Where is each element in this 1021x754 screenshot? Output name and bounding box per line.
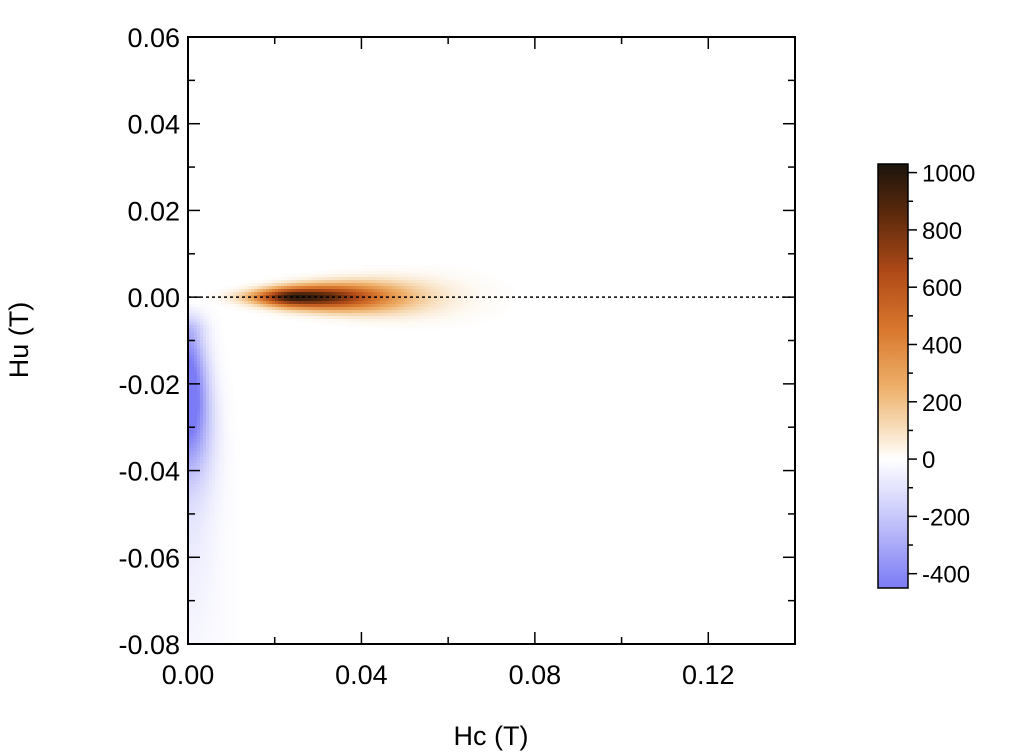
colorbar-tick-label: 800 [922, 218, 962, 245]
colorbar-tick-label: 0 [922, 447, 935, 474]
y-tick-label: 0.02 [127, 196, 180, 226]
y-tick-label: -0.04 [118, 457, 180, 487]
x-axis-title: Hc (T) [454, 721, 529, 751]
x-axis: 0.00 0.04 0.08 0.12 [162, 37, 796, 690]
colorbar-tick-label: 400 [922, 332, 962, 359]
heatmap-density [188, 265, 516, 644]
x-tick-label: 0.12 [682, 660, 735, 690]
colorbar-tick-label: 600 [922, 275, 962, 302]
y-tick-label: 0.04 [127, 110, 180, 140]
plot-frame [187, 36, 796, 645]
colorbar-tick-label: 200 [922, 390, 962, 417]
colorbar-gradient [877, 163, 909, 589]
colorbar-tick-label: 1000 [922, 161, 975, 188]
y-tick-label: 0.00 [127, 283, 180, 313]
colorbar-tick-label: -200 [922, 504, 970, 531]
colorbar-axis: 1000 800 600 400 200 0 -200 -400 [908, 161, 975, 589]
x-tick-label: 0.08 [509, 660, 562, 690]
y-tick-label: 0.06 [127, 23, 180, 53]
y-tick-label: -0.02 [118, 370, 180, 400]
y-tick-label: -0.06 [118, 543, 180, 573]
x-tick-label: 0.04 [335, 660, 388, 690]
colorbar-tick-label: -400 [922, 562, 970, 589]
y-axis: 0.06 0.04 0.02 0.00 -0.02 -0.04 -0.06 -0.08 [118, 23, 795, 660]
y-axis-title: Hu (T) [4, 302, 34, 379]
y-tick-label: -0.08 [118, 630, 180, 660]
x-tick-label: 0.00 [162, 660, 215, 690]
